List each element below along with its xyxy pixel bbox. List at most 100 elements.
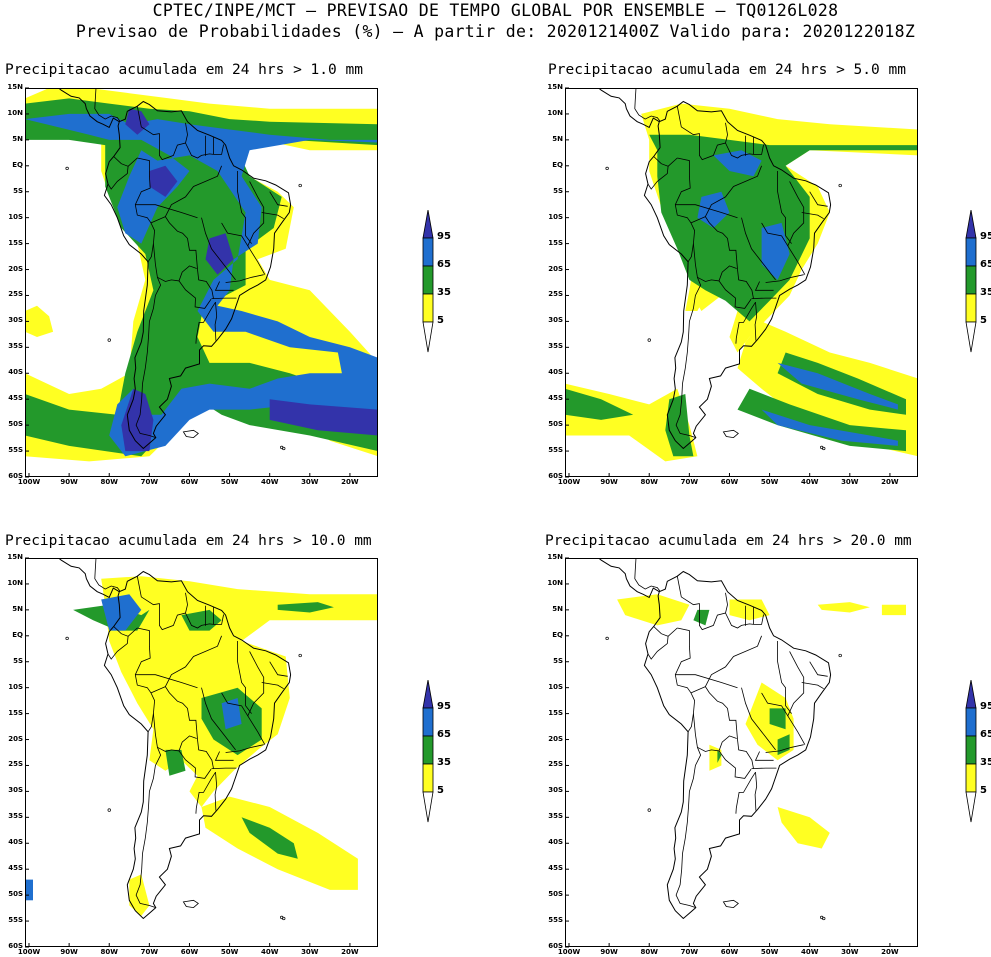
country-border-17 bbox=[705, 635, 762, 687]
colorbar-segment-2 bbox=[965, 763, 977, 793]
map-panel-3: 15N 10N 5N EQ 5S 10S 15S 20S 25S 30S 35S 40S 45S 50S 5… bbox=[7, 553, 378, 956]
lat-tick-label: 25S bbox=[548, 760, 563, 769]
country-border-8 bbox=[735, 771, 756, 814]
map-frame bbox=[25, 88, 378, 477]
lat-tick-label: 30S bbox=[548, 316, 563, 325]
country-border-17 bbox=[165, 165, 222, 217]
lon-tick-label: 60W bbox=[720, 478, 739, 486]
lat-tick-label: 15N bbox=[7, 83, 23, 91]
country-border-17 bbox=[705, 165, 762, 217]
colorbar-segment-1 bbox=[965, 735, 977, 765]
island-4 bbox=[282, 446, 286, 451]
colorbar-level-label: 35 bbox=[437, 757, 451, 768]
country-border-16 bbox=[761, 222, 806, 275]
prob-area-35-9 bbox=[717, 749, 722, 763]
lat-tick-label: 35S bbox=[8, 342, 23, 351]
lon-tick-label: 50W bbox=[760, 478, 779, 486]
colorbar-level-label: 5 bbox=[980, 315, 987, 326]
colorbar-level-label: 5 bbox=[980, 785, 987, 796]
island-0 bbox=[605, 636, 609, 641]
island-4 bbox=[282, 916, 286, 921]
coastline-central-america bbox=[25, 558, 120, 599]
country-border-20 bbox=[765, 274, 804, 283]
colorbar-level-label: 95 bbox=[980, 701, 991, 712]
country-border-23 bbox=[801, 682, 824, 690]
lat-tick-label: 10S bbox=[548, 212, 563, 221]
colorbar-arrow-top bbox=[422, 210, 434, 239]
colorbar-level-label: 65 bbox=[980, 729, 991, 740]
country-border-18 bbox=[135, 204, 198, 219]
island-2 bbox=[298, 653, 302, 658]
lat-tick-label: 35S bbox=[548, 342, 563, 351]
country-border-5 bbox=[153, 243, 197, 282]
lat-tick-label: 45S bbox=[548, 394, 563, 403]
island-4 bbox=[822, 446, 826, 451]
country-border-8 bbox=[195, 301, 216, 344]
falkland-islands bbox=[722, 899, 739, 909]
lon-tick-label: 30W bbox=[841, 478, 859, 486]
country-border-19 bbox=[751, 767, 777, 769]
country-border-5 bbox=[153, 713, 197, 752]
country-border-3 bbox=[667, 627, 678, 637]
country-border-20 bbox=[765, 744, 804, 753]
lat-tick-label: 5N bbox=[552, 604, 563, 613]
colorbar-segment-0 bbox=[965, 237, 977, 267]
lon-tick-label: 20W bbox=[881, 948, 899, 956]
lon-tick-label: 30W bbox=[301, 478, 319, 486]
colorbar-segment-0 bbox=[965, 707, 977, 737]
lat-tick-label: 30S bbox=[548, 786, 563, 795]
prob-area-95-5 bbox=[149, 165, 178, 197]
lon-tick-label: 30W bbox=[841, 948, 859, 956]
colorbar-2: 95 65 35 5 bbox=[961, 210, 991, 354]
colorbar-level-label: 95 bbox=[980, 231, 991, 242]
country-border-14 bbox=[741, 687, 776, 751]
prob-area-5-5 bbox=[817, 602, 870, 613]
lon-tick-label: 100W bbox=[557, 478, 581, 486]
lat-tick-label: 10N bbox=[7, 578, 23, 587]
lon-tick-label: 60W bbox=[180, 948, 199, 956]
prob-area-65-10 bbox=[221, 698, 242, 730]
lat-tick-label: 40S bbox=[8, 838, 23, 847]
country-border-23 bbox=[801, 212, 824, 220]
lat-tick-label: 45S bbox=[548, 864, 563, 873]
country-border-15 bbox=[787, 651, 805, 717]
lat-tick-label: 10N bbox=[7, 108, 23, 117]
prob-area-95-7 bbox=[269, 399, 378, 436]
country-border-6 bbox=[675, 747, 702, 908]
lat-tick-label: 55S bbox=[8, 446, 23, 455]
country-border-15 bbox=[247, 181, 265, 247]
lon-tick-label: 70W bbox=[140, 478, 159, 486]
country-border-13 bbox=[777, 641, 792, 714]
country-border-16 bbox=[221, 222, 266, 275]
falkland-islands bbox=[722, 429, 739, 439]
country-border-5 bbox=[693, 243, 737, 282]
lat-tick-label: 10S bbox=[8, 682, 23, 691]
country-border-7 bbox=[718, 750, 752, 779]
lat-tick-label: 15S bbox=[8, 708, 23, 717]
lon-tick-label: 40W bbox=[260, 948, 279, 956]
prob-area-65-11 bbox=[713, 150, 762, 177]
lat-tick-label: 55S bbox=[548, 446, 563, 455]
prob-area-5-3 bbox=[777, 807, 830, 849]
lat-tick-label: 15N bbox=[547, 553, 563, 561]
island-1 bbox=[107, 808, 111, 812]
lat-tick-label: 50S bbox=[548, 420, 563, 429]
country-border-14 bbox=[741, 217, 776, 281]
country-border-14 bbox=[201, 217, 236, 281]
lat-tick-label: 40S bbox=[548, 368, 563, 377]
colorbar-segment-2 bbox=[422, 763, 434, 793]
lat-tick-label: 50S bbox=[8, 890, 23, 899]
colorbar-level-label: 65 bbox=[980, 259, 991, 270]
colorbar-arrow-top bbox=[965, 210, 977, 239]
falkland-islands bbox=[182, 429, 199, 439]
prob-area-5-1 bbox=[25, 305, 54, 337]
coastline-caribbean bbox=[634, 88, 661, 122]
lon-tick-label: 100W bbox=[557, 948, 581, 956]
lat-tick-label: 20S bbox=[548, 734, 563, 743]
coastline-central-america bbox=[565, 88, 660, 129]
island-1 bbox=[647, 338, 651, 342]
lon-tick-label: 20W bbox=[881, 478, 899, 486]
lon-tick-label: 60W bbox=[180, 478, 199, 486]
country-border-2 bbox=[647, 156, 669, 190]
lat-tick-label: EQ bbox=[12, 160, 23, 169]
